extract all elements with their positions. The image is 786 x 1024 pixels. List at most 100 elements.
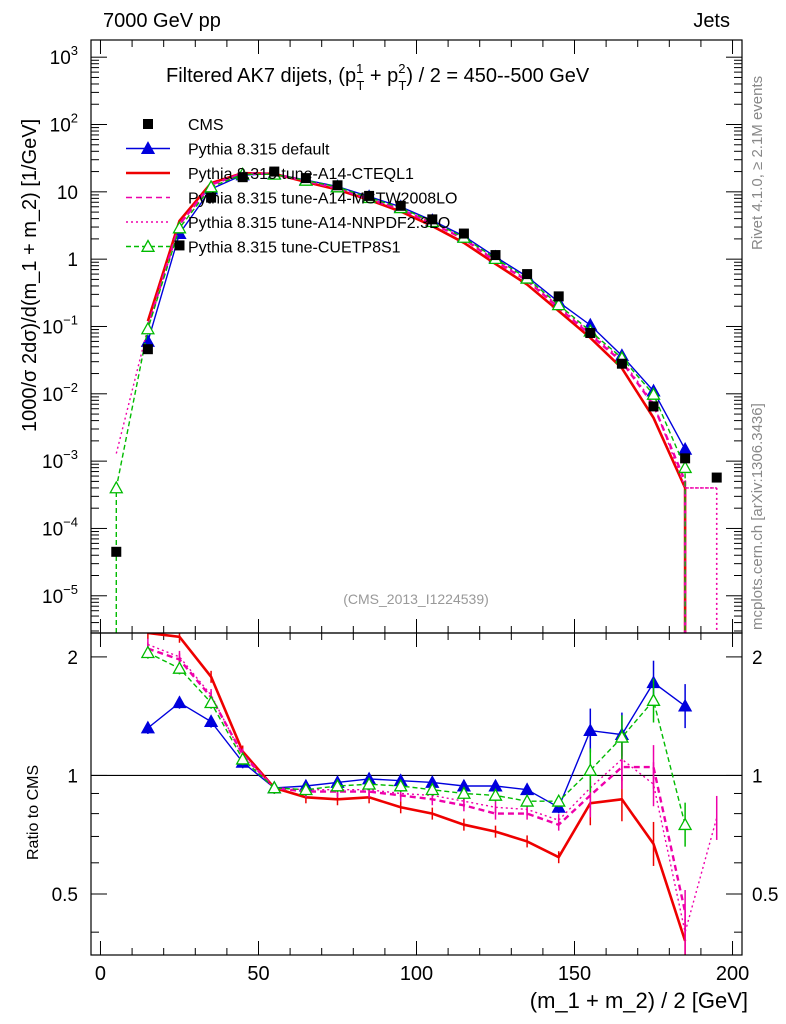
header-right: Jets	[693, 10, 730, 32]
y-tick-label: 1	[67, 250, 78, 271]
series-line-4	[115, 173, 686, 633]
data-point	[648, 401, 659, 412]
ratio-point-4	[678, 817, 693, 831]
ratio-y-axis-label: Ratio to CMS	[25, 765, 42, 860]
y-tick-label: 10−5	[42, 582, 78, 608]
series-tail-3	[685, 487, 718, 633]
ratio-point-0	[172, 695, 187, 709]
axes-group: 0 50 100 150 20010310210110−110−210−310−410−…	[42, 40, 778, 985]
data-point	[395, 200, 406, 211]
legend-marker	[143, 119, 153, 129]
series-point-4	[646, 387, 661, 400]
series-point-4	[678, 460, 693, 474]
ratio-line-2	[147, 647, 687, 913]
ratio-point-4	[361, 776, 377, 790]
series-line-3	[115, 172, 717, 489]
series-point-4	[551, 297, 566, 311]
data-point	[269, 166, 280, 177]
ratio-tick-label-right: 0.5	[752, 885, 778, 906]
legend-label: Pythia 8.315 tune-A14-NNPDF2.3LO	[188, 215, 450, 232]
ratio-line-1	[147, 633, 687, 942]
data-point	[111, 546, 122, 557]
ratio-point-4	[520, 793, 535, 807]
ratio-point-4	[267, 780, 282, 794]
legend-label: Pythia 8.315 tune-A14-CTEQL1	[188, 166, 414, 183]
legend-marker	[140, 141, 156, 154]
legend-marker	[140, 239, 156, 252]
data-point	[680, 453, 691, 464]
y-tick-label: 103	[50, 43, 78, 69]
data-point	[427, 214, 438, 225]
data-point	[364, 190, 375, 201]
ratio-tick-label-right: 1	[752, 766, 763, 787]
data-point	[206, 192, 217, 203]
ratio-tick-label: 1	[67, 766, 78, 787]
data-point	[237, 172, 248, 183]
ratio-point-4	[172, 661, 187, 674]
ratio-tick-label: 2	[67, 648, 78, 669]
y-axis-label: 1000/σ 2dσ)/d(m_1 + m_2) [1/GeV]	[19, 119, 41, 432]
analysis-watermark: (CMS_2013_I1224539)	[343, 591, 489, 607]
x-tick-label: 50	[247, 963, 269, 985]
header-left: 7000 GeV pp	[103, 10, 221, 32]
y-tick-label: 10	[57, 183, 78, 204]
chart-title: Filtered AK7 dijets, (p1 T + p2 T) / 2 = 4…	[166, 61, 590, 93]
ratio-frame	[90, 632, 743, 956]
legend-label: CMS	[188, 117, 224, 134]
data-point	[142, 344, 153, 355]
side-label-top: Rivet 4.1.0, ≥ 2.1M events	[749, 76, 766, 250]
ratio-point-4	[456, 786, 472, 799]
y-tick-label: 10−1	[42, 312, 78, 338]
data-point	[585, 328, 596, 339]
ratio-point-4	[393, 778, 408, 792]
data-point	[300, 173, 311, 184]
y-tick-label: 10−2	[42, 380, 78, 406]
ratio-point-0	[678, 698, 693, 712]
legend-label: Pythia 8.315 tune-A14-MSTW2008LO	[188, 191, 457, 208]
x-tick-label: 150	[558, 963, 591, 985]
frames-group	[90, 39, 743, 956]
series-point-4	[172, 220, 187, 234]
ratio-point-4	[140, 645, 155, 659]
x-tick-label: 200	[716, 963, 749, 985]
main-panel-plot	[109, 166, 722, 633]
ratio-point-4	[551, 793, 566, 807]
x-axis-label: (m_1 + m_2) / 2 [GeV]	[530, 988, 748, 1013]
legend-label: Pythia 8.315 default	[188, 142, 330, 159]
data-point	[553, 291, 564, 302]
ratio-point-4	[425, 782, 440, 796]
series-point-4	[203, 179, 219, 193]
x-tick-label: 0	[95, 963, 106, 985]
y-tick-label: 102	[50, 111, 78, 137]
ratio-point-0	[203, 714, 219, 728]
x-tick-label: 100	[400, 963, 433, 985]
ratio-point-4	[235, 751, 250, 765]
ratio-point-4	[646, 693, 661, 706]
y-tick-label: 10−4	[42, 514, 78, 540]
ratio-point-0	[140, 720, 155, 734]
ratio-line-4	[147, 652, 686, 825]
ratio-point-4	[203, 695, 219, 709]
series-point-4	[140, 321, 155, 335]
ratio-point-0	[583, 723, 598, 737]
legend: CMS Pythia 8.315 default Pythia 8.315 tune…	[126, 117, 457, 257]
legend-label: Pythia 8.315 tune-CUETP8S1	[188, 240, 401, 257]
ratio-panel-plot	[140, 633, 718, 955]
ratio-tick-label: 0.5	[52, 885, 78, 906]
ratio-point-4	[614, 729, 630, 743]
ratio-line-0	[147, 681, 686, 809]
data-point	[490, 250, 501, 261]
series-group	[109, 166, 722, 955]
ratio-tick-label-right: 2	[752, 648, 763, 669]
ratio-point-4	[330, 778, 345, 792]
data-point	[458, 228, 469, 239]
data-point	[522, 269, 533, 280]
ratio-point-4	[583, 763, 598, 776]
data-point	[616, 358, 627, 369]
data-point	[332, 180, 343, 191]
ratio-point-4	[298, 782, 313, 796]
data-point	[711, 472, 722, 483]
data-point	[174, 240, 185, 251]
side-label-bottom: mcplots.cern.ch [arXiv:1306.3436]	[749, 403, 766, 630]
